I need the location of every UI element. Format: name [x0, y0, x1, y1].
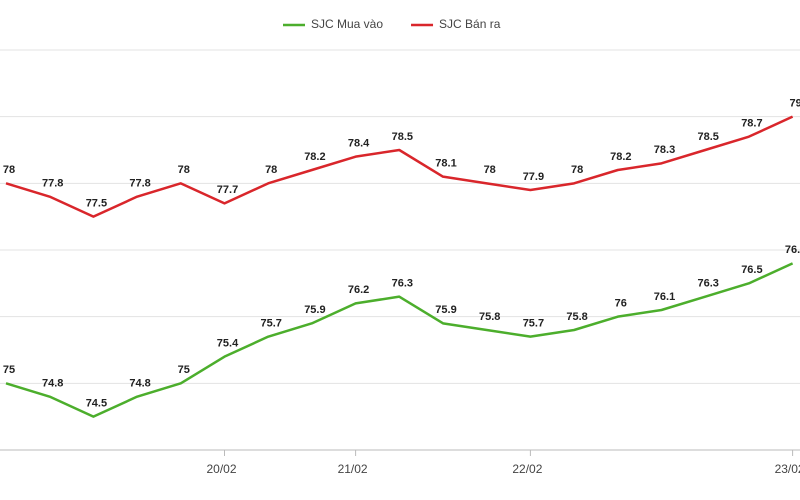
data-label: 78.2 — [610, 151, 631, 163]
data-label: 78 — [265, 164, 277, 176]
data-label: 76 — [615, 298, 627, 310]
data-label: 79 — [789, 98, 800, 110]
data-label: 74.8 — [42, 378, 63, 390]
data-label: 78.2 — [304, 151, 325, 163]
data-label: 75.4 — [217, 338, 239, 350]
data-label: 75.7 — [260, 318, 281, 330]
data-label: 76.2 — [348, 284, 369, 296]
data-label: 75.7 — [523, 318, 544, 330]
data-label: 76.1 — [654, 291, 675, 303]
data-label: 78.5 — [392, 131, 413, 143]
x-tick-label: 23/02 — [775, 462, 800, 476]
data-label: 77.8 — [42, 178, 63, 190]
data-label: 75 — [3, 364, 15, 376]
data-label: 78.1 — [435, 158, 456, 170]
data-label: 75.9 — [435, 304, 456, 316]
data-label: 76.5 — [741, 264, 762, 276]
data-label: 74.8 — [129, 378, 150, 390]
x-tick-label: 22/02 — [512, 462, 542, 476]
data-label: 78 — [178, 164, 190, 176]
data-label: 76.3 — [697, 278, 718, 290]
data-label: 77.7 — [217, 184, 238, 196]
data-label: 78.5 — [697, 131, 718, 143]
data-label: 76.3 — [392, 278, 413, 290]
data-label: 74.5 — [86, 398, 107, 410]
data-label: 76.8 — [785, 244, 800, 256]
x-tick-label: 20/02 — [206, 462, 236, 476]
line-series — [5, 115, 794, 218]
data-label: 78.3 — [654, 144, 675, 156]
data-label: 78 — [571, 164, 583, 176]
data-label: 77.9 — [523, 171, 544, 183]
x-tick-label: 21/02 — [338, 462, 368, 476]
data-label: 78.7 — [741, 118, 762, 130]
legend-label: SJC Mua vào — [311, 17, 383, 31]
data-label: 75.9 — [304, 304, 325, 316]
data-label: 77.5 — [86, 198, 107, 210]
data-label: 78 — [3, 164, 15, 176]
data-label: 75.8 — [479, 311, 500, 323]
data-label: 78 — [484, 164, 496, 176]
data-label: 75 — [178, 364, 190, 376]
data-label: 78.4 — [348, 138, 370, 150]
data-label: 77.8 — [129, 178, 150, 190]
legend-label: SJC Bán ra — [439, 17, 501, 31]
line-series — [5, 262, 794, 418]
data-label: 75.8 — [566, 311, 587, 323]
